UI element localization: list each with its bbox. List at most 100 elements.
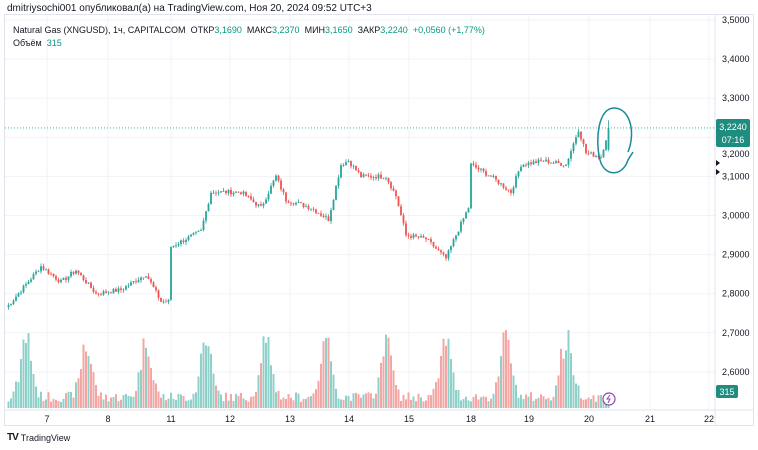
- volume-bar: [152, 380, 155, 408]
- volume-bar: [127, 395, 130, 408]
- candle-body: [192, 232, 195, 235]
- candle-body: [295, 202, 297, 205]
- candle-body: [130, 282, 132, 286]
- marker-arrow-icon: [716, 169, 720, 175]
- volume-bar: [592, 395, 595, 408]
- volume-bar: [12, 391, 15, 408]
- volume-bar: [302, 399, 305, 408]
- candle-body: [582, 139, 585, 144]
- volume-bar: [545, 399, 547, 408]
- time-tick-label: 13: [285, 414, 295, 424]
- volume-bar: [445, 345, 447, 408]
- volume-bar: [325, 338, 327, 408]
- volume-bar: [562, 358, 565, 408]
- volume-bar: [485, 396, 487, 408]
- volume-label: Объём: [13, 38, 42, 48]
- volume-bar: [255, 391, 257, 408]
- volume-bar: [497, 376, 500, 408]
- chart-legend: Natural Gas (XNGUSD), 1ч, CAPITALCOM ОТК…: [13, 24, 485, 50]
- volume-bar: [407, 392, 410, 408]
- candle-body: [155, 287, 157, 291]
- candle-body: [587, 153, 590, 154]
- volume-bar: [410, 399, 412, 408]
- candle-body: [502, 183, 505, 188]
- candle-body: [580, 131, 582, 140]
- volume-bar: [72, 397, 75, 408]
- volume-bar: [355, 392, 357, 408]
- volume-bar: [102, 399, 105, 408]
- volume-bar: [367, 392, 370, 408]
- lightning-glyph-icon: [606, 394, 611, 404]
- price-tick-label: 2,9000: [722, 250, 750, 260]
- candle-body: [17, 293, 20, 297]
- candle-body: [530, 162, 532, 165]
- volume-bar: [155, 383, 157, 408]
- volume-bar: [347, 395, 350, 408]
- candle-body: [20, 292, 22, 294]
- candle-body: [175, 245, 177, 247]
- volume-bar: [427, 394, 430, 408]
- candle-body: [425, 237, 427, 240]
- volume-bar: [555, 385, 557, 408]
- footer: TV TradingView: [7, 432, 70, 443]
- candle-body: [325, 216, 327, 218]
- publisher-line: dmitriysochi001 опубликовал(а) на Tradin…: [7, 3, 372, 14]
- candle-body: [95, 292, 97, 294]
- volume-bar: [272, 374, 275, 408]
- candle-body: [22, 285, 25, 293]
- volume-bar: [422, 401, 425, 408]
- volume-bar: [285, 399, 287, 408]
- volume-bar: [420, 397, 422, 408]
- volume-bar: [300, 401, 302, 408]
- candle-body: [385, 177, 387, 179]
- candle-body: [207, 204, 210, 212]
- candle-body: [485, 170, 487, 176]
- candle-body: [230, 189, 232, 195]
- volume-bar: [505, 329, 507, 408]
- candle-body: [520, 166, 522, 172]
- candle-body: [417, 236, 420, 238]
- volume-bar: [567, 330, 570, 408]
- candle-body: [180, 240, 182, 245]
- volume-bar: [520, 394, 522, 408]
- volume-bar: [305, 398, 307, 408]
- candle-body: [10, 304, 12, 306]
- candle-body: [197, 230, 200, 232]
- volume-bar: [335, 388, 337, 408]
- close-value: 3,2240: [380, 25, 408, 35]
- volume-bar: [295, 392, 297, 408]
- candle-body: [40, 266, 42, 272]
- candle-body: [185, 240, 187, 242]
- volume-bar: [287, 394, 290, 408]
- high-label: МАКС: [246, 25, 273, 35]
- volume-bar: [60, 401, 62, 408]
- volume-bar: [432, 388, 435, 408]
- volume-bar: [317, 380, 320, 408]
- price-tick-label: 2,6000: [722, 367, 750, 377]
- candle-body: [367, 175, 370, 177]
- volume-bar: [62, 398, 65, 408]
- candle-body: [307, 206, 310, 209]
- candle-body: [402, 215, 405, 224]
- candle-body: [300, 202, 302, 204]
- candle-body: [87, 282, 90, 284]
- volume-bar: [257, 375, 260, 408]
- candle-body: [522, 164, 525, 167]
- candle-body: [337, 177, 340, 186]
- volume-bar: [440, 355, 442, 408]
- volume-bar: [310, 396, 312, 408]
- candle-body: [182, 240, 185, 242]
- candle-body: [287, 201, 290, 203]
- candle-body: [607, 127, 610, 150]
- candle-body: [132, 281, 135, 283]
- candle-body: [92, 288, 95, 293]
- candle-body: [277, 175, 280, 181]
- candle-body: [265, 199, 267, 204]
- candle-body: [347, 161, 350, 163]
- candle-body: [435, 246, 437, 249]
- candle-body: [472, 163, 475, 165]
- volume-bar: [590, 398, 592, 408]
- candle-body: [15, 296, 17, 301]
- candle-body: [487, 175, 490, 177]
